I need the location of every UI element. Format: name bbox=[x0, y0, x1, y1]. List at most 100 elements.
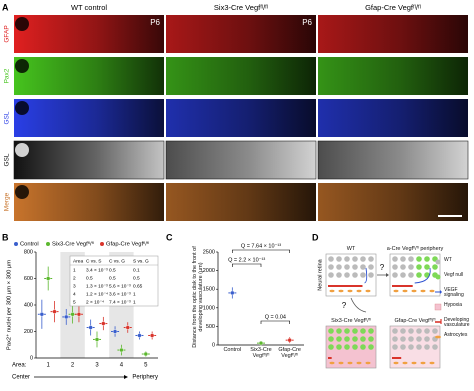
astrocyte bbox=[420, 289, 426, 293]
mean-point bbox=[149, 333, 155, 338]
table-cell: 2 bbox=[73, 275, 76, 281]
x-tick-label: 5 bbox=[144, 363, 148, 369]
significance-bracket bbox=[232, 249, 290, 253]
mean-point bbox=[70, 312, 75, 317]
cell bbox=[328, 264, 334, 270]
cell bbox=[416, 264, 422, 270]
astrocyte bbox=[411, 361, 417, 365]
panel-label: D bbox=[312, 232, 319, 242]
mean-point bbox=[101, 321, 106, 326]
cell bbox=[360, 264, 366, 270]
micrograph bbox=[14, 141, 164, 179]
micrograph bbox=[318, 15, 468, 53]
legend-marker bbox=[14, 242, 18, 246]
optic-disk bbox=[15, 143, 29, 157]
table-header: C vs. S bbox=[86, 258, 101, 264]
cell bbox=[408, 256, 414, 262]
stage-label: P6 bbox=[302, 18, 312, 27]
table-cell: 5 bbox=[73, 299, 76, 305]
x-tick-label: 3 bbox=[95, 363, 99, 369]
astrocyte bbox=[393, 289, 399, 293]
optic-disk bbox=[15, 185, 29, 199]
vegf-signal bbox=[364, 267, 368, 284]
significance-bracket bbox=[232, 263, 262, 267]
cell bbox=[400, 256, 406, 262]
table-cell: 0.5 bbox=[133, 275, 140, 281]
legend-label: VEGF signaling bbox=[444, 287, 464, 299]
cell bbox=[392, 344, 398, 350]
mean-point bbox=[39, 312, 45, 317]
y-tick-label: 500 bbox=[206, 324, 215, 330]
astrocyte bbox=[356, 289, 362, 293]
table-cell: 3 bbox=[73, 283, 76, 289]
mean-point bbox=[52, 309, 57, 314]
cell bbox=[336, 336, 342, 342]
y-tick-label: 200 bbox=[24, 329, 33, 335]
cell bbox=[368, 272, 374, 278]
cell bbox=[392, 256, 398, 262]
cell bbox=[424, 336, 430, 342]
table-cell: 1 bbox=[73, 267, 76, 273]
cell bbox=[360, 344, 366, 350]
table-cell: 1 bbox=[133, 291, 136, 297]
row-label: Merge bbox=[4, 192, 11, 211]
cell bbox=[392, 328, 398, 334]
cell bbox=[416, 272, 422, 278]
row-label: GSL bbox=[4, 153, 11, 166]
box-title: Six3-Cre Vegfᶠˡ/ᶠˡ bbox=[331, 318, 371, 325]
question-mark: ? bbox=[380, 263, 385, 272]
panel-label: A bbox=[2, 2, 9, 12]
astrocyte bbox=[347, 289, 353, 293]
significance-label: Q = 7.64 × 10⁻¹³ bbox=[241, 243, 281, 249]
cell bbox=[352, 344, 358, 350]
micrograph bbox=[166, 183, 316, 221]
legend-label: Vegf null bbox=[444, 272, 464, 278]
direction-arrowhead bbox=[124, 375, 128, 379]
cell bbox=[328, 256, 334, 262]
retina-box bbox=[325, 253, 377, 297]
cell bbox=[336, 272, 342, 278]
micrograph bbox=[14, 57, 164, 95]
legend-marker bbox=[435, 259, 441, 265]
table-header: Area bbox=[73, 258, 83, 264]
table-cell: 4 bbox=[73, 291, 76, 297]
legend-marker bbox=[440, 290, 442, 294]
table-header: C vs. G bbox=[109, 258, 125, 264]
mean-point bbox=[88, 325, 93, 330]
stage-label: P6 bbox=[150, 18, 160, 27]
cell bbox=[368, 336, 374, 342]
micrograph bbox=[14, 15, 164, 53]
y-tick-label: 0 bbox=[212, 342, 215, 348]
micrograph bbox=[14, 99, 164, 137]
cell bbox=[328, 272, 334, 278]
table-header: S vs. G bbox=[133, 258, 149, 264]
box-title: a-Cre Vegfᶠˡ/ᶠˡ periphery bbox=[386, 246, 444, 253]
cell bbox=[352, 264, 358, 270]
transition-arrowhead bbox=[386, 273, 389, 277]
table-cell: 1.2 × 10⁻⁴ bbox=[86, 291, 108, 297]
stats-table bbox=[69, 255, 159, 307]
cell bbox=[424, 344, 430, 350]
cell bbox=[328, 336, 334, 342]
micrograph bbox=[318, 57, 468, 95]
significance-label: Q = 2.2 × 10⁻¹³ bbox=[228, 257, 265, 263]
table-cell: 0.65 bbox=[133, 283, 143, 289]
astrocyte bbox=[338, 289, 344, 293]
cell bbox=[352, 336, 358, 342]
cell bbox=[424, 264, 430, 270]
cell bbox=[432, 264, 438, 270]
cell bbox=[416, 328, 422, 334]
micrograph bbox=[166, 57, 316, 95]
astrocyte bbox=[329, 289, 335, 293]
cell bbox=[368, 256, 374, 262]
significance-label: Q = 0.04 bbox=[265, 314, 286, 320]
column-title: Gfap-Cre Vegfᶠˡ/ᶠˡ bbox=[365, 3, 421, 12]
cell bbox=[336, 256, 342, 262]
cell bbox=[352, 272, 358, 278]
cell bbox=[344, 328, 350, 334]
cell bbox=[360, 336, 366, 342]
micrograph bbox=[318, 99, 468, 137]
cell bbox=[416, 344, 422, 350]
cell bbox=[344, 256, 350, 262]
